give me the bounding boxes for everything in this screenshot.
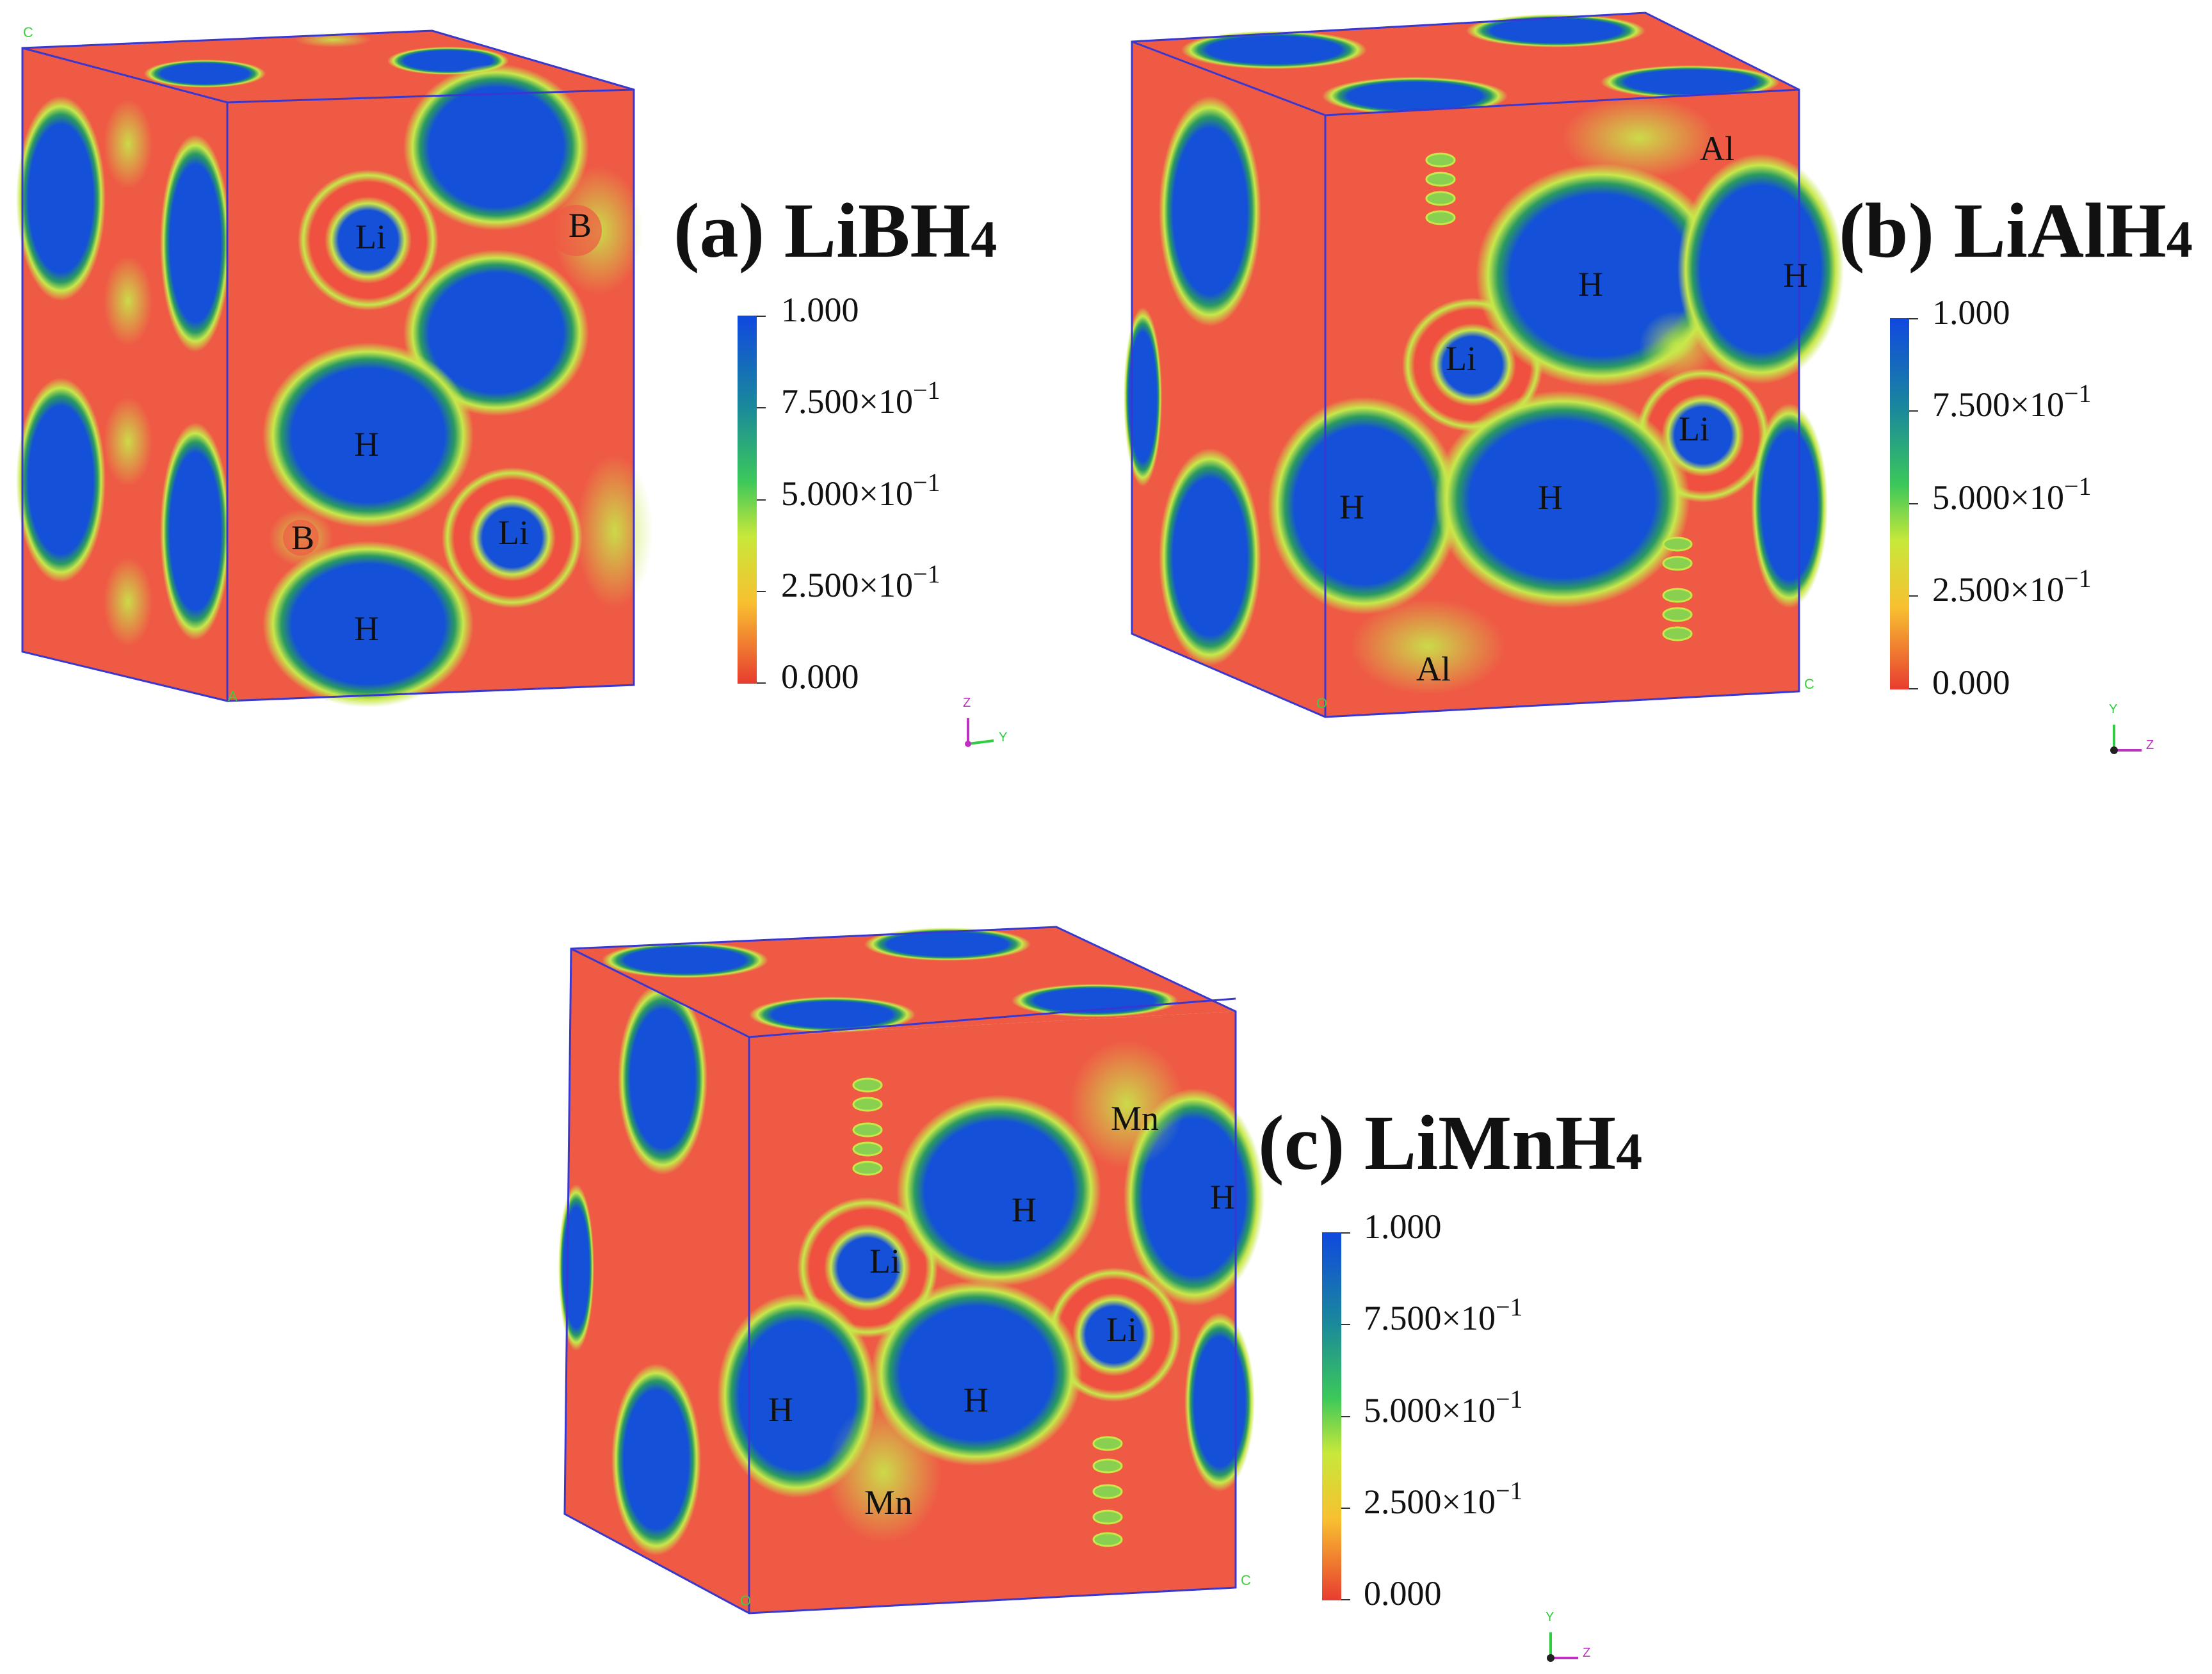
corner-label-c-2: C <box>1241 1572 1251 1588</box>
colorbar-b-tick-5: 0.000 <box>1932 663 2010 702</box>
atom-label-mn-1: Mn <box>1111 1099 1159 1138</box>
colorbar-a: 1.000 7.500×10−1 5.000×10−1 2.500×10−1 0… <box>738 291 941 696</box>
colorbar-b-tick-3: 5.000×10−1 <box>1932 472 2092 517</box>
elf-cube-c: O C Mn H H Li Li H H Mn 1.000 7.500×10−1… <box>558 926 1590 1662</box>
panel-a: C A Li B H B Li H 1.000 7.500×10−1 5.000… <box>0 0 1088 768</box>
atom-label-h-5: H <box>1339 488 1364 526</box>
left-face-blobs-b <box>1124 96 1261 666</box>
bead-columns-c <box>852 1077 1123 1547</box>
atom-label-h-2: H <box>354 609 379 648</box>
colorbar-c-tick-1: 1.000 <box>1364 1207 1442 1246</box>
corner-label-b-2: C <box>1804 676 1814 692</box>
elf-cube-a: C A Li B H B Li H 1.000 7.500×10−1 5.000… <box>16 24 1007 747</box>
colorbar-a-tick-3: 5.000×10−1 <box>781 468 941 513</box>
axes-triad-c: Y Z <box>1546 1610 1590 1662</box>
top-face-blobs-a <box>144 32 509 88</box>
front-face-field-a <box>262 64 653 707</box>
colorbar-c-tick-2: 7.500×10−1 <box>1364 1292 1523 1337</box>
colorbar-a-tick-1: 1.000 <box>781 291 859 329</box>
axis-label-c-1: Y <box>1546 1610 1554 1624</box>
colorbar-b-tick-4: 2.500×10−1 <box>1932 564 2092 609</box>
atom-label-h-10: H <box>964 1381 989 1419</box>
atom-label-h-1: H <box>354 425 379 463</box>
corner-label-a-2: A <box>228 688 238 704</box>
left-face-blobs-a <box>16 96 230 647</box>
atom-label-li-6: Li <box>1106 1310 1137 1349</box>
corner-label-b-1: O <box>1316 695 1327 711</box>
atom-label-mn-2: Mn <box>864 1483 912 1522</box>
atom-label-h-8: H <box>1210 1178 1235 1216</box>
elf-cube-b: O C Al H H Li Li H H Al 1.000 7.500×10−1… <box>1124 12 2154 754</box>
atom-label-h-7: H <box>1012 1191 1037 1229</box>
panel-c: O C Mn H H Li Li H H Mn 1.000 7.500×10−1… <box>551 909 1665 1674</box>
atom-label-b-2: B <box>291 519 314 557</box>
colorbar-a-tick-2: 7.500×10−1 <box>781 376 941 421</box>
top-face-blobs-b <box>1181 14 1780 115</box>
atom-label-li-2: Li <box>498 513 529 552</box>
colorbar-a-tick-5: 0.000 <box>781 657 859 696</box>
front-face-field-b <box>1268 96 1844 695</box>
colorbar-b-tick-1: 1.000 <box>1932 293 2010 332</box>
colorbar-a-tick-4: 2.500×10−1 <box>781 559 941 604</box>
corner-label-c-1: O <box>740 1593 751 1609</box>
bead-columns-b <box>1425 152 1693 641</box>
axis-label-b-2: Z <box>2146 738 2154 752</box>
colorbar-c-tick-3: 5.000×10−1 <box>1364 1385 1523 1429</box>
atom-label-li-4: Li <box>1679 410 1709 448</box>
panel-a-title: (a) LiBH4 <box>674 188 997 274</box>
atom-label-h-9: H <box>768 1390 793 1429</box>
axes-triad-a: Z Y <box>963 696 1007 747</box>
atom-label-li-1: Li <box>355 218 386 256</box>
axis-label-a-2: Y <box>999 730 1007 744</box>
colorbar-b: 1.000 7.500×10−1 5.000×10−1 2.500×10−1 0… <box>1890 293 2092 702</box>
front-face-field-c <box>717 1040 1264 1543</box>
atom-label-li-3: Li <box>1446 339 1476 378</box>
atom-label-b-1: B <box>569 206 592 245</box>
panel-b: O C Al H H Li Li H H Al 1.000 7.500×10−1… <box>1114 0 2212 768</box>
atom-label-h-6: H <box>1538 478 1563 517</box>
colorbar-c-tick-5: 0.000 <box>1364 1574 1442 1613</box>
cube-edges-a <box>21 29 635 702</box>
corner-label-a-1: C <box>23 24 33 40</box>
panel-b-title: (b) LiAlH4 <box>1839 188 2193 274</box>
cube-edges-c <box>563 926 1237 1614</box>
colorbar-b-tick-2: 7.500×10−1 <box>1932 379 2092 424</box>
axis-label-b-1: Y <box>2109 702 2117 716</box>
cube-edges-b <box>1131 12 1800 718</box>
axis-label-c-2: Z <box>1583 1646 1590 1660</box>
panel-c-title: (c) LiMnH4 <box>1258 1100 1643 1186</box>
top-face-blobs-c <box>602 928 1178 1033</box>
colorbar-c: 1.000 7.500×10−1 5.000×10−1 2.500×10−1 0… <box>1322 1207 1523 1613</box>
atom-label-h-3: H <box>1578 265 1603 303</box>
axis-label-a-1: Z <box>963 696 971 710</box>
atom-label-li-5: Li <box>869 1242 900 1280</box>
axes-triad-b: Y Z <box>2109 702 2154 754</box>
atom-label-al-1: Al <box>1700 129 1734 168</box>
atom-label-al-2: Al <box>1416 650 1451 688</box>
atom-label-h-4: H <box>1783 256 1808 294</box>
colorbar-c-tick-4: 2.500×10−1 <box>1364 1476 1523 1521</box>
